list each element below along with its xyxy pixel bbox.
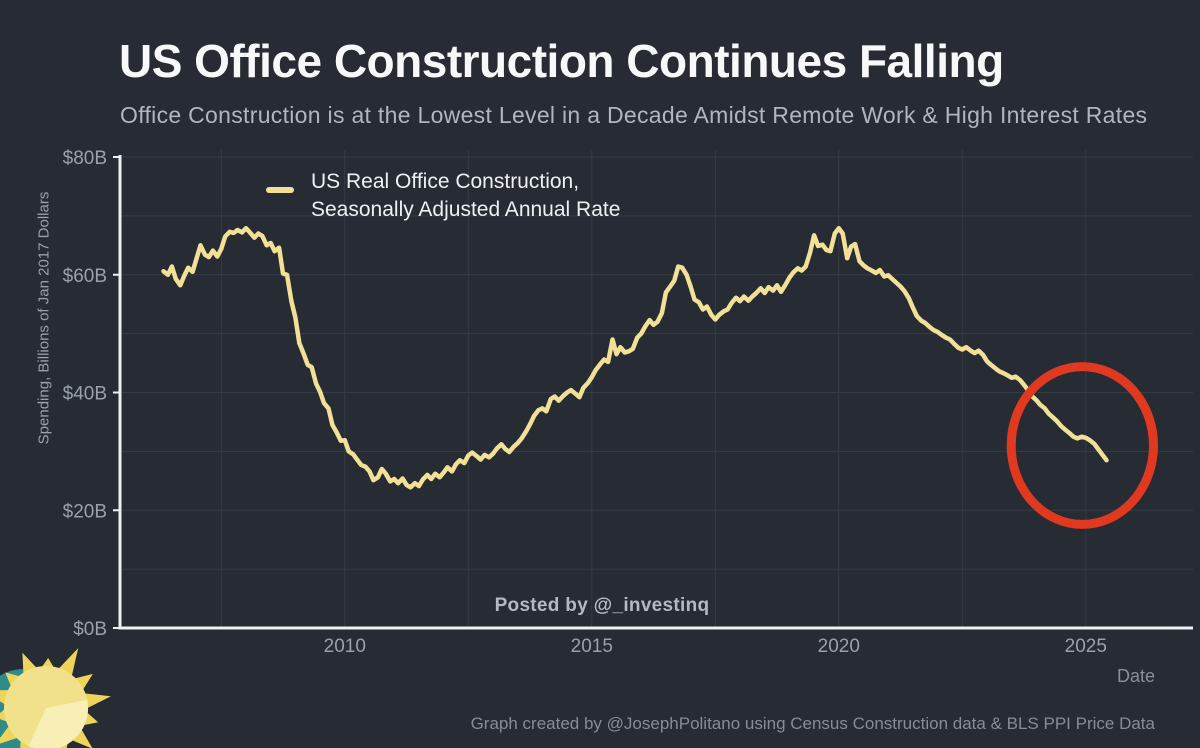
x-tick-label: 2015 — [571, 636, 613, 657]
construction-spending-line — [161, 225, 1109, 490]
y-tick-label: $40B — [63, 384, 107, 405]
sun-highlight-wedge — [28, 699, 88, 748]
credit-line: Graph created by @JosephPolitano using C… — [470, 714, 1155, 733]
y-tick-label: $80B — [63, 148, 107, 169]
x-tick-label: 2025 — [1065, 636, 1107, 657]
watermark-text: Posted by @_investinq — [494, 595, 710, 616]
legend-label: US Real Office Construction, Seasonally … — [311, 168, 620, 224]
y-tick-label: $0B — [73, 619, 107, 640]
legend-label-line2: Seasonally Adjusted Annual Rate — [311, 198, 621, 221]
page-subtitle: Office Construction is at the Lowest Lev… — [120, 102, 1148, 128]
x-tick-label: 2020 — [818, 636, 860, 657]
sun-logo — [0, 648, 111, 748]
y-tick-label: $20B — [63, 501, 107, 522]
legend: US Real Office Construction, Seasonally … — [266, 168, 620, 224]
highlight-circle-annotation — [1006, 362, 1158, 529]
legend-label-line1: US Real Office Construction, — [311, 170, 580, 193]
legend-line-swatch — [266, 187, 294, 193]
y-tick-label: $60B — [63, 266, 107, 287]
x-axis-title: Date — [1116, 666, 1155, 686]
page-title: US Office Construction Continues Falling — [119, 35, 1004, 87]
x-tick-label: 2010 — [324, 636, 366, 657]
